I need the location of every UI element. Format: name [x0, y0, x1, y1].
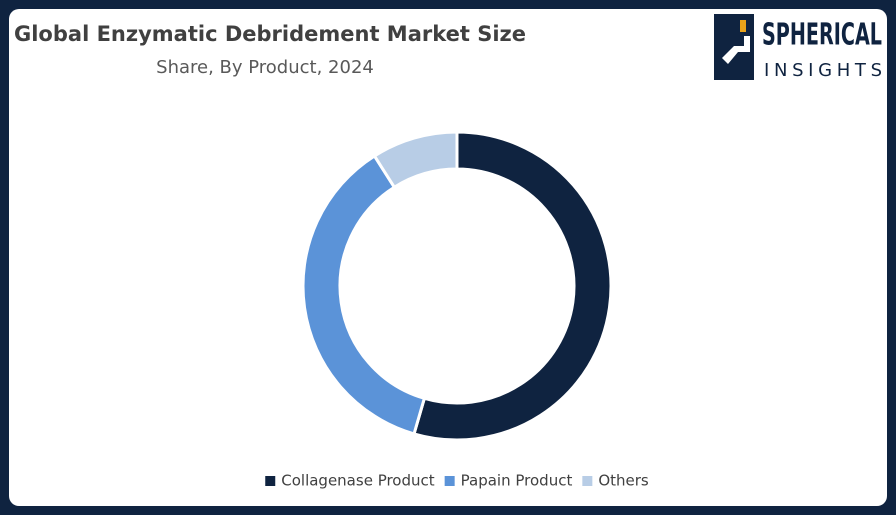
logo-accent — [740, 20, 746, 32]
logo-text: SPHERICAL — [762, 18, 882, 53]
panel — [9, 9, 887, 506]
donut-segment — [412, 130, 613, 442]
logo-text: INSIGHTS — [764, 60, 882, 81]
logo-icon-mark — [722, 36, 750, 64]
legend-label: Others — [598, 472, 649, 490]
legend-label: Papain Product — [461, 472, 573, 490]
donut-segment — [372, 130, 459, 190]
donut-segment — [301, 153, 427, 436]
legend-marker — [265, 476, 276, 486]
legend-marker — [444, 476, 455, 486]
logo: SPHERICAL INSIGHTS — [714, 14, 882, 81]
chart-title: Global Enzymatic Debridement Market Size — [14, 22, 526, 46]
chart-subtitle: Share, By Product, 2024 — [156, 57, 374, 78]
legend-marker — [582, 476, 593, 486]
legend: Collagenase Product Papain Product Others — [265, 472, 649, 490]
legend-label: Collagenase Product — [281, 472, 435, 490]
